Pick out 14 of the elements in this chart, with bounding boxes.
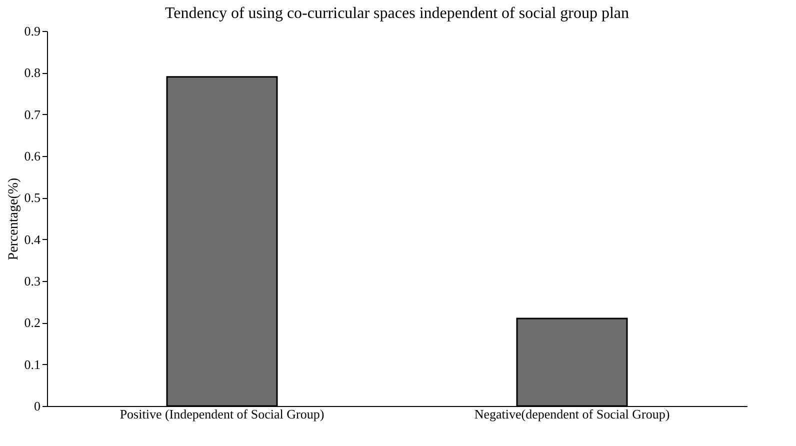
x-tick-label: Positive (Independent of Social Group)	[120, 406, 324, 422]
x-tick-label: Negative(dependent of Social Group)	[474, 406, 670, 422]
y-tick-label: 0	[34, 398, 40, 414]
y-tick-label: 0.6	[24, 148, 41, 164]
y-tick-label: 0.2	[24, 315, 40, 330]
y-tick-label: 0.4	[24, 232, 41, 247]
y-tick-label: 0.9	[24, 24, 40, 38]
y-tick-label: 0.8	[24, 65, 40, 80]
y-tick-label: 0.1	[24, 356, 40, 372]
y-tick-label: 0.3	[24, 274, 40, 288]
y-tick-label: 0.5	[24, 190, 40, 206]
y-tick-label: 0.7	[24, 106, 41, 122]
y-axis-title: Percentage(%)	[6, 177, 22, 260]
chart-title: Tendency of using co-curricular spaces independent of social group plan	[164, 5, 630, 22]
